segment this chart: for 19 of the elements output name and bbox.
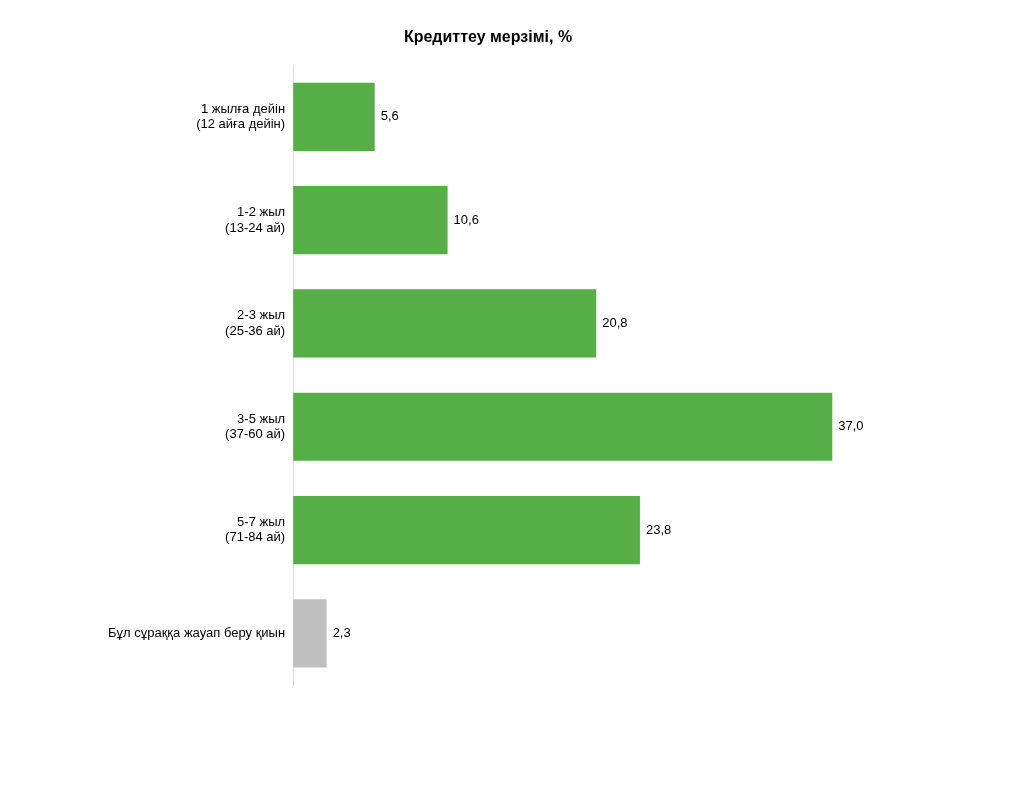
data-label: 23,8 bbox=[645, 521, 672, 537]
y-tick-label: 5-7 жыл (71-84 ай) bbox=[225, 513, 286, 545]
data-label: 2,3 bbox=[332, 624, 351, 640]
bar bbox=[293, 599, 327, 668]
bar bbox=[293, 82, 375, 151]
data-label: 5,6 bbox=[380, 108, 399, 124]
y-tick-label: 1-2 жыл (13-24 ай) bbox=[225, 203, 286, 235]
data-label: 10,6 bbox=[453, 211, 479, 227]
y-tick-label: 3-5 жыл (37-60 ай) bbox=[225, 410, 286, 442]
y-tick-label: Бұл сұраққа жауап беру қиын bbox=[107, 624, 286, 640]
bar bbox=[293, 186, 448, 255]
chart-title: Кредиттеу мерзімі, % bbox=[403, 28, 573, 46]
data-label: 20,8 bbox=[602, 315, 628, 331]
bar bbox=[293, 392, 833, 461]
bar bbox=[293, 495, 640, 565]
y-tick-label: 2-3 жыл (25-36 ай) bbox=[225, 307, 286, 338]
y-tick-label: 1 жылға дейін (12 айға дейін) bbox=[196, 100, 286, 132]
bar bbox=[293, 289, 597, 358]
data-label: 37,0 bbox=[838, 418, 864, 434]
